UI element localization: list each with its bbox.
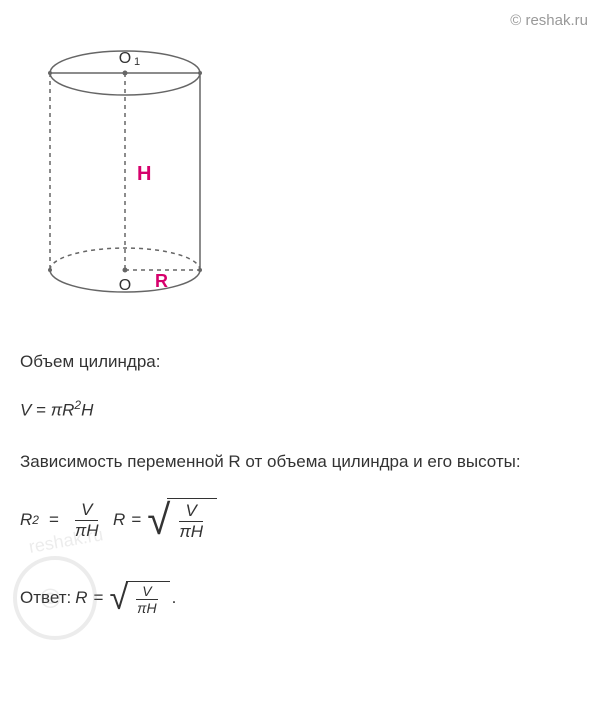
period: . [172, 588, 177, 608]
r-sqrt-formula: R = √ V πH [113, 498, 217, 542]
content: Объем цилиндра: V = πR2H Зависимость пер… [20, 350, 580, 616]
label-R: R [155, 271, 168, 291]
cylinder-diagram: O 1 O H R [30, 35, 580, 320]
answer-label: Ответ: [20, 588, 71, 608]
r2-formula: R2 = V πH [20, 500, 109, 541]
frac-den: πH [69, 521, 105, 541]
dependency-heading: Зависимость переменной R от объема цилин… [20, 450, 580, 474]
frac-num: V [75, 500, 98, 521]
frac-den3: πH [131, 600, 163, 616]
frac-num2: V [179, 501, 202, 522]
sym-pi: π [51, 400, 62, 419]
sym-V: V [20, 400, 31, 419]
sym-R4: R [75, 588, 87, 608]
fraction-1: V πH [69, 500, 105, 541]
sym-H: H [81, 400, 93, 419]
volume-heading: Объем цилиндра: [20, 350, 580, 374]
sym-R2: R [20, 510, 32, 530]
sym-exp2: 2 [32, 513, 39, 527]
label-O1: O [119, 50, 131, 67]
sym-eq3: = [131, 510, 141, 530]
sym-R3: R [113, 510, 125, 530]
sym-eq: = [31, 400, 50, 419]
frac-den2: πH [173, 522, 209, 542]
label-H: H [137, 163, 151, 185]
sqrt-1: √ V πH [147, 498, 217, 542]
frac-num3: V [136, 583, 157, 600]
sym-eq4: = [94, 588, 104, 608]
answer-line: Ответ: R = √ V πH . [20, 581, 580, 616]
label-O: O [119, 277, 131, 294]
copyright: © reshak.ru [510, 12, 588, 29]
sqrt-2: √ V πH [109, 581, 169, 616]
sym-eq2: = [49, 510, 59, 530]
volume-formula: V = πR2H [20, 398, 580, 421]
svg-text:1: 1 [134, 56, 140, 68]
sym-R: R [62, 400, 74, 419]
